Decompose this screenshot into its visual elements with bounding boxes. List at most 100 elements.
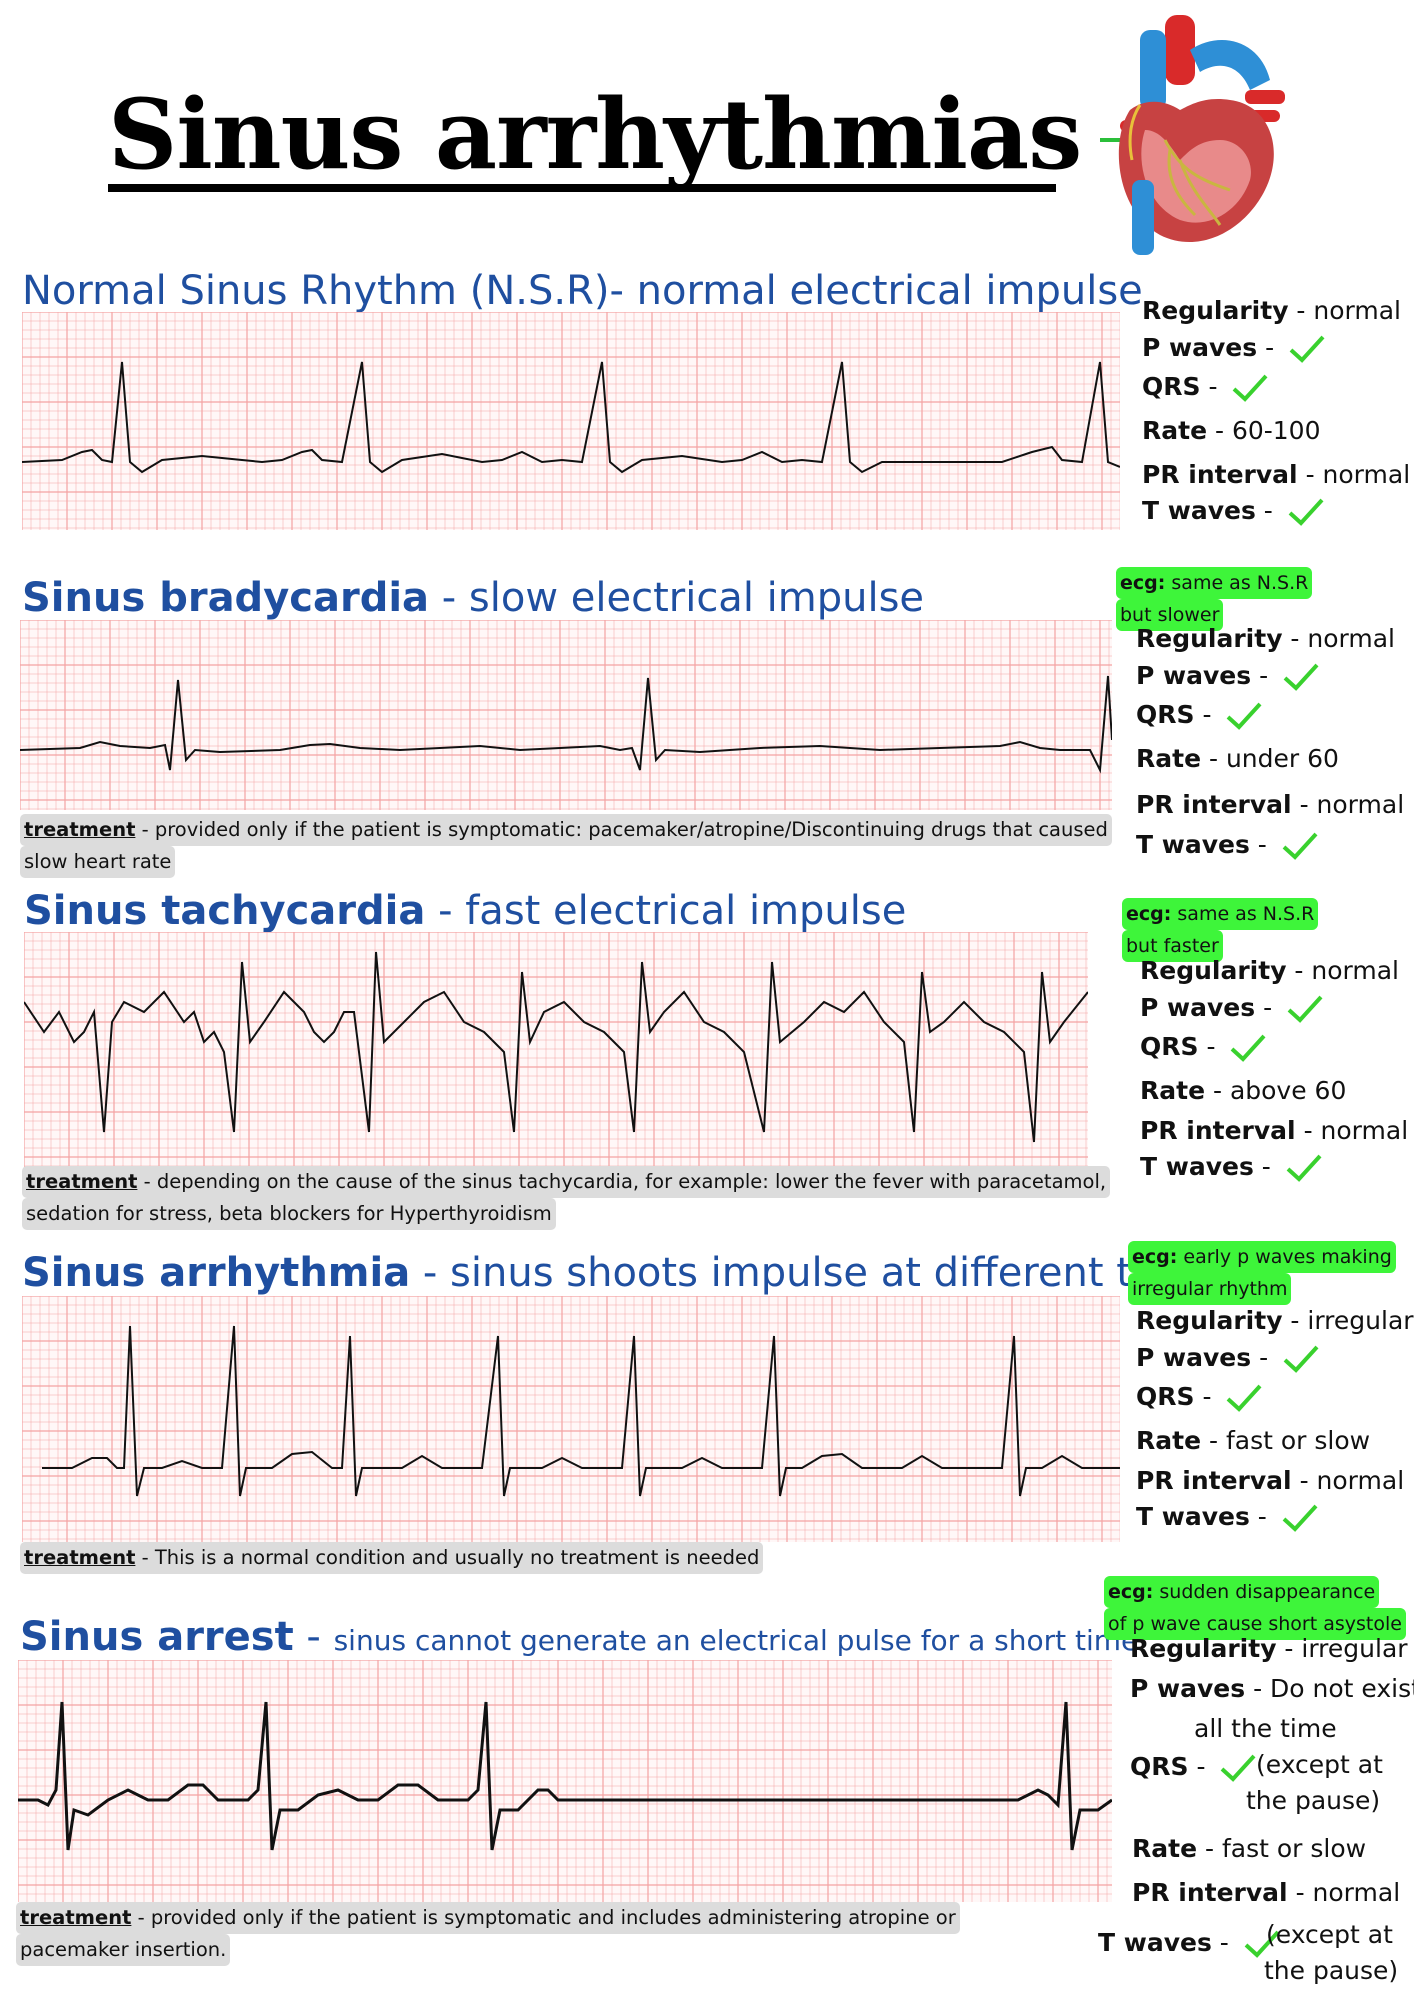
prop-regularity: Regularity - irregular xyxy=(1136,1306,1414,1335)
prop-rate: Rate - above 60 xyxy=(1140,1076,1347,1105)
prop-pr-interval: PR interval - normal xyxy=(1136,1466,1405,1495)
prop-qrs: QRS - xyxy=(1136,1382,1263,1413)
check-icon xyxy=(1288,498,1324,526)
prop-qrs: QRS - xyxy=(1142,372,1269,403)
prop-regularity: Regularity - normal xyxy=(1140,956,1399,985)
prop-rate: Rate - fast or slow xyxy=(1132,1834,1367,1863)
prop-p-waves: P waves - xyxy=(1142,333,1326,364)
prop-t-waves-note-2: the pause) xyxy=(1264,1956,1399,1985)
ecg-trace xyxy=(20,675,1112,774)
check-icon xyxy=(1282,832,1318,860)
treatment-sinus-arrest: treatment - provided only if the patient… xyxy=(16,1902,960,1966)
properties-sinus-arrhythmia: Regularity - irregular P waves - QRS - R… xyxy=(1136,1306,1414,1546)
section-description-dash: - xyxy=(293,1614,334,1660)
prop-p-waves: P waves - xyxy=(1140,993,1324,1024)
ecg-trace xyxy=(24,951,1088,1143)
prop-rate: Rate - under 60 xyxy=(1136,744,1339,773)
prop-rate: Rate - 60-100 xyxy=(1142,416,1321,445)
prop-regularity: Regularity - normal xyxy=(1142,296,1401,325)
ecg-strip-nsr xyxy=(22,312,1120,530)
treatment-bradycardia: treatment - provided only if the patient… xyxy=(20,814,1112,878)
ecg-note-sinus-arrest-line2: of p wave cause short asystole xyxy=(1104,1608,1406,1640)
ecg-grid xyxy=(18,1660,1112,1902)
properties-tachycardia: Regularity - normal P waves - QRS - Rate… xyxy=(1140,956,1414,1196)
ecg-note-tachycardia-line2: but faster xyxy=(1122,930,1223,962)
prop-qrs-note-1: (except at xyxy=(1256,1750,1383,1779)
ecg-strip-sinus-arrhythmia xyxy=(22,1296,1120,1542)
properties-sinus-arrest: Regularity - irregular P waves - Do not … xyxy=(1098,1634,1414,1994)
check-icon xyxy=(1286,1154,1322,1182)
section-title-bradycardia: Sinus bradycardia - slow electrical impu… xyxy=(22,575,924,621)
ecg-note-bradycardia-line2: but slower xyxy=(1116,599,1224,631)
check-icon xyxy=(1221,1754,1256,1782)
treatment-sinus-arrhythmia: treatment - This is a normal condition a… xyxy=(20,1542,764,1574)
section-title-tachycardia: Sinus tachycardia - fast electrical impu… xyxy=(24,888,906,934)
prop-t-waves: T waves - xyxy=(1136,830,1319,861)
check-icon xyxy=(1283,663,1319,691)
ecg-grid xyxy=(24,932,1088,1172)
ecg-note-tachycardia: ecg: same as N.S.R xyxy=(1122,898,1319,930)
ecg-note-sinus-arrhythmia-line2: irregular rhythm xyxy=(1128,1273,1292,1305)
ecg-note-sinus-arrest: ecg: sudden disappearance xyxy=(1104,1576,1380,1608)
prop-pr-interval: PR interval - normal xyxy=(1136,790,1405,819)
prop-t-waves: T waves - xyxy=(1140,1152,1323,1183)
prop-t-waves: T waves - xyxy=(1136,1502,1319,1533)
section-title-sinus-arrhythmia: Sinus arrhythmia - sinus shoots impulse … xyxy=(22,1250,1227,1296)
prop-pr-interval: PR interval - normal xyxy=(1140,1116,1409,1145)
prop-p-waves: P waves - xyxy=(1136,661,1320,692)
check-icon xyxy=(1231,1034,1266,1062)
prop-pr-interval: PR interval - normal xyxy=(1142,460,1411,489)
prop-t-waves: T waves - xyxy=(1142,496,1325,527)
prop-t-waves: T waves - xyxy=(1098,1928,1281,1959)
ecg-grid xyxy=(22,312,1120,530)
properties-bradycardia: Regularity - normal P waves - QRS - Rate… xyxy=(1136,624,1414,878)
ecg-grid xyxy=(20,620,1112,810)
prop-t-waves-note-1: (except at xyxy=(1266,1920,1393,1949)
section-name: Sinus tachycardia xyxy=(24,888,426,934)
prop-regularity: Regularity - irregular xyxy=(1130,1634,1408,1663)
check-icon xyxy=(1287,995,1323,1023)
prop-p-waves: P waves - xyxy=(1136,1343,1320,1374)
section-name: Sinus arrest xyxy=(20,1614,294,1660)
prop-rate: Rate - fast or slow xyxy=(1136,1426,1371,1455)
title-underline xyxy=(108,184,1056,192)
check-icon xyxy=(1227,1384,1262,1412)
prop-p-waves: P waves - Do not exist xyxy=(1130,1674,1414,1703)
page-title: Sinus arrhythmias xyxy=(108,78,1082,191)
heart-icon xyxy=(1100,15,1285,255)
check-icon xyxy=(1283,1345,1319,1373)
prop-qrs: QRS - xyxy=(1136,700,1263,731)
section-name: Normal Sinus Rhythm (N.S.R) xyxy=(22,268,610,314)
prop-qrs: QRS - xyxy=(1140,1032,1267,1063)
ecg-trace xyxy=(22,361,1120,474)
check-icon xyxy=(1233,374,1268,402)
section-description: - normal electrical impulse xyxy=(609,268,1143,314)
check-icon xyxy=(1244,1930,1280,1958)
section-name: Sinus arrhythmia xyxy=(22,1250,411,1296)
check-icon xyxy=(1227,702,1262,730)
ecg-trace xyxy=(42,1325,1120,1497)
section-description: - sinus shoots impulse at different time… xyxy=(410,1250,1228,1296)
ecg-note-bradycardia: ecg: same as N.S.R xyxy=(1116,567,1313,599)
prop-qrs: QRS - xyxy=(1130,1752,1257,1783)
treatment-tachycardia: treatment - depending on the cause of th… xyxy=(22,1166,1111,1230)
check-icon xyxy=(1289,335,1325,363)
prop-qrs-note-2: the pause) xyxy=(1246,1786,1381,1815)
section-description: - fast electrical impulse xyxy=(425,888,907,934)
ecg-strip-bradycardia xyxy=(20,620,1112,810)
check-icon xyxy=(1282,1504,1318,1532)
ecg-trace xyxy=(18,1701,1112,1851)
ecg-strip-sinus-arrest xyxy=(18,1660,1112,1902)
section-description: sinus cannot generate an electrical puls… xyxy=(333,1624,1139,1657)
prop-pr-interval: PR interval - normal xyxy=(1132,1878,1401,1907)
section-name: Sinus bradycardia xyxy=(22,575,430,621)
ecg-note-sinus-arrhythmia: ecg: early p waves making xyxy=(1128,1241,1396,1273)
section-title-sinus-arrest: Sinus arrest - sinus cannot generate an … xyxy=(20,1614,1138,1660)
properties-nsr: Regularity - normal P waves - QRS - Rate… xyxy=(1142,296,1414,536)
prop-regularity: Regularity - normal xyxy=(1136,624,1395,653)
ecg-strip-tachycardia xyxy=(24,932,1088,1172)
ecg-grid xyxy=(22,1296,1120,1542)
prop-p-waves-cont: all the time xyxy=(1194,1714,1337,1743)
section-description: - slow electrical impulse xyxy=(429,575,925,621)
section-title-nsr: Normal Sinus Rhythm (N.S.R)- normal elec… xyxy=(22,268,1143,314)
